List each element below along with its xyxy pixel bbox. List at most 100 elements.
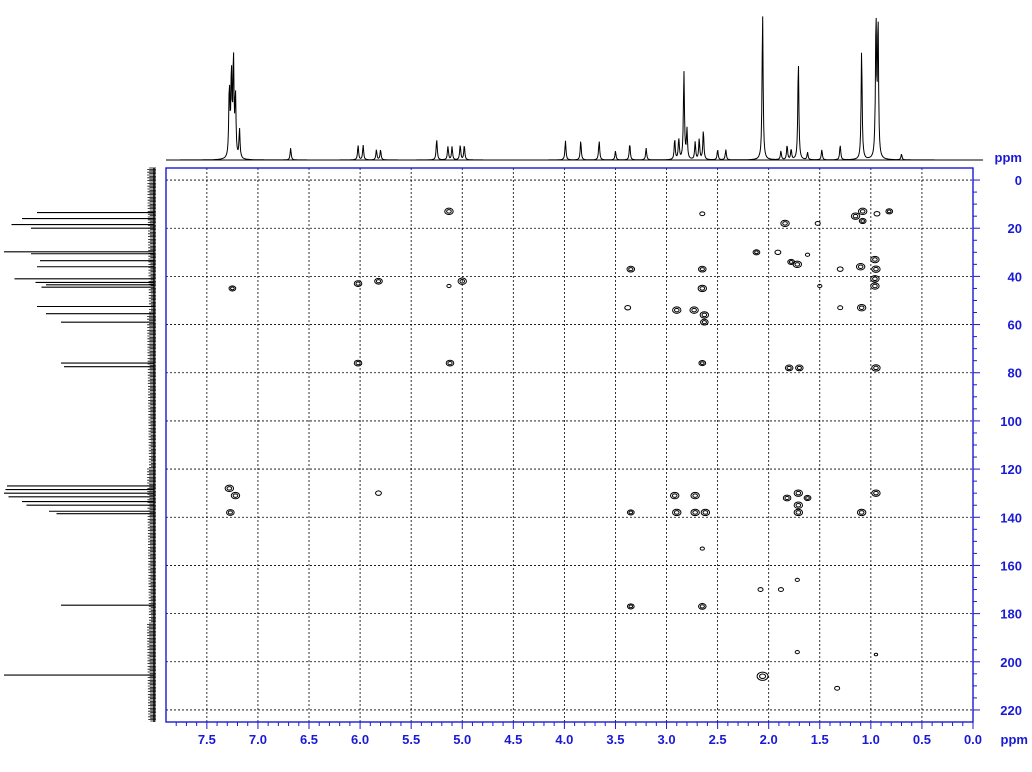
cross-peak-inner-contour bbox=[459, 278, 466, 284]
cross-peak-inner-contour bbox=[628, 604, 634, 609]
cross-peak-outer-contour bbox=[885, 208, 894, 215]
cross-peak bbox=[700, 318, 709, 326]
cross-peak bbox=[699, 211, 706, 217]
x-tick-label: 4.5 bbox=[504, 732, 522, 747]
y-tick-label: 60 bbox=[1008, 318, 1022, 333]
cross-peak bbox=[698, 265, 707, 273]
y-tick-label: 80 bbox=[1008, 366, 1022, 381]
cross-peak bbox=[837, 305, 844, 311]
y-tick-label: 160 bbox=[1000, 558, 1022, 573]
cross-peak bbox=[445, 359, 455, 367]
cross-peak bbox=[870, 282, 880, 290]
cross-peak-inner-contour bbox=[447, 361, 453, 366]
cross-peak bbox=[855, 263, 866, 271]
cross-peak-inner-contour bbox=[872, 276, 878, 282]
cross-peak bbox=[793, 489, 804, 497]
cross-peak bbox=[224, 484, 235, 493]
x-tick-label: 7.0 bbox=[249, 732, 267, 747]
cross-peak bbox=[756, 671, 769, 681]
x-axis: 7.5 7.0 6.5 6.0 5.5 5.0 4.5 4.0 3.5 3.0 2.5 2.0 1.5 1… bbox=[175, 722, 982, 747]
cross-peak bbox=[856, 304, 867, 312]
cross-peak-outer-contour bbox=[757, 587, 764, 592]
cross-peak bbox=[375, 490, 382, 496]
cross-peak-outer-contour bbox=[752, 249, 761, 256]
cross-peak bbox=[690, 508, 700, 517]
x-tick-label: 1.5 bbox=[811, 732, 829, 747]
cross-peak bbox=[777, 587, 784, 592]
y-tick-label: 180 bbox=[1000, 607, 1022, 622]
cross-peak bbox=[626, 603, 635, 610]
cross-peak-outer-contour bbox=[756, 671, 769, 681]
cross-peak bbox=[792, 260, 802, 269]
cross-peak-inner-contour bbox=[784, 495, 790, 501]
y-tick-label: 220 bbox=[1000, 703, 1022, 718]
cross-peak-inner-contour bbox=[230, 286, 235, 291]
cross-peak bbox=[794, 577, 800, 582]
cross-peak bbox=[774, 249, 782, 256]
y-tick-label: 200 bbox=[1000, 655, 1022, 670]
cross-peak-outer-contour bbox=[699, 311, 710, 319]
cross-peak-inner-contour bbox=[788, 260, 794, 264]
cross-peak bbox=[885, 208, 894, 215]
cross-peak-inner-contour bbox=[805, 496, 810, 500]
cross-peak-outer-contour bbox=[817, 283, 823, 289]
cross-peak-inner-contour bbox=[754, 250, 759, 255]
cross-peak bbox=[690, 491, 700, 500]
cross-peak-outer-contour bbox=[857, 207, 868, 216]
x-tick-label: 6.5 bbox=[300, 732, 318, 747]
cross-peak bbox=[457, 277, 467, 285]
cross-peak bbox=[836, 266, 844, 272]
y-tick-label: 40 bbox=[1008, 269, 1022, 284]
cross-peak-inner-contour bbox=[872, 283, 878, 289]
cross-peak-outer-contour bbox=[803, 494, 812, 502]
x-axis-unit-label: ppm bbox=[1001, 732, 1028, 747]
cross-peak bbox=[871, 364, 881, 372]
cross-peak-outer-contour bbox=[870, 255, 880, 264]
cross-peak-inner-contour bbox=[873, 266, 879, 272]
cross-peak-outer-contour bbox=[814, 220, 821, 226]
cross-peak-inner-contour bbox=[692, 510, 698, 515]
cross-peak-outer-contour bbox=[777, 587, 784, 592]
cross-peak bbox=[226, 509, 235, 516]
cross-peak-outer-contour bbox=[780, 219, 790, 228]
y-axis-unit-label: ppm bbox=[995, 150, 1022, 165]
cross-peak bbox=[626, 509, 635, 516]
cross-peak-outer-contour bbox=[870, 282, 880, 290]
x-tick-label: 3.5 bbox=[606, 732, 624, 747]
cross-peak bbox=[670, 491, 680, 500]
x-tick-label: 4.0 bbox=[555, 732, 573, 747]
cross-peak-outer-contour bbox=[445, 359, 455, 367]
cross-peak bbox=[624, 304, 632, 311]
cross-peak-outer-contour bbox=[870, 275, 880, 283]
cross-peak bbox=[803, 494, 812, 502]
cross-peak-outer-contour bbox=[689, 306, 699, 314]
cross-peak-inner-contour bbox=[701, 320, 707, 325]
cross-peak-inner-contour bbox=[701, 312, 708, 318]
y-tick-label: 100 bbox=[1000, 414, 1022, 429]
cross-peak bbox=[780, 219, 790, 228]
cross-peak bbox=[871, 489, 881, 497]
cross-peak bbox=[700, 508, 711, 517]
x-tick-label: 0.0 bbox=[964, 732, 982, 747]
cross-peak-inner-contour bbox=[873, 365, 879, 371]
cross-peak-inner-contour bbox=[795, 490, 802, 496]
cross-peak-outer-contour bbox=[670, 491, 680, 500]
cross-peak bbox=[795, 364, 804, 372]
cross-peak-outer-contour bbox=[230, 491, 241, 500]
cross-peak-inner-contour bbox=[699, 604, 705, 609]
cross-peak-inner-contour bbox=[699, 361, 705, 366]
cross-peak-outer-contour bbox=[353, 280, 363, 287]
cross-peak-inner-contour bbox=[858, 305, 865, 310]
x-tick-label: 3.0 bbox=[658, 732, 676, 747]
cross-peak bbox=[804, 252, 811, 257]
cross-peak-outer-contour bbox=[700, 318, 709, 326]
cross-peak bbox=[793, 501, 804, 509]
cross-peak-inner-contour bbox=[355, 281, 361, 286]
cross-peak-inner-contour bbox=[852, 213, 859, 219]
cross-peaks bbox=[224, 207, 894, 691]
x-tick-label: 1.0 bbox=[862, 732, 880, 747]
cross-peak bbox=[699, 546, 705, 551]
cross-peak-outer-contour bbox=[804, 252, 811, 257]
